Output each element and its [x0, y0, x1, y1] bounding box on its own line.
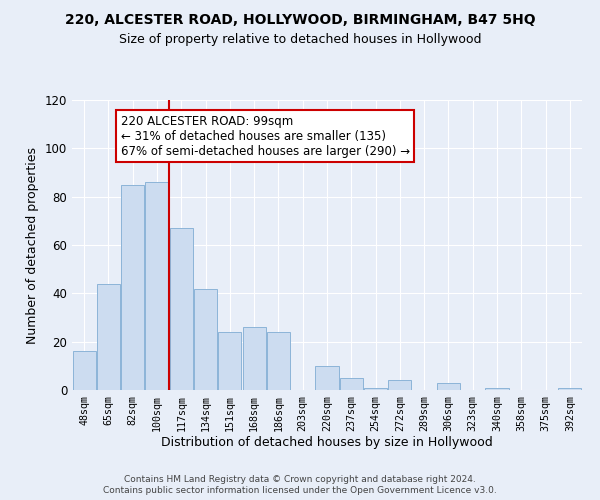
Text: Contains HM Land Registry data © Crown copyright and database right 2024.: Contains HM Land Registry data © Crown c…: [124, 475, 476, 484]
Bar: [170, 228, 193, 390]
Bar: [388, 380, 412, 390]
Bar: [218, 332, 241, 390]
Bar: [485, 388, 509, 390]
Text: 220 ALCESTER ROAD: 99sqm
← 31% of detached houses are smaller (135)
67% of semi-: 220 ALCESTER ROAD: 99sqm ← 31% of detach…: [121, 114, 410, 158]
Text: Size of property relative to detached houses in Hollywood: Size of property relative to detached ho…: [119, 32, 481, 46]
Bar: [559, 388, 581, 390]
Bar: [97, 284, 120, 390]
Bar: [242, 327, 266, 390]
Y-axis label: Number of detached properties: Number of detached properties: [26, 146, 39, 344]
Text: 220, ALCESTER ROAD, HOLLYWOOD, BIRMINGHAM, B47 5HQ: 220, ALCESTER ROAD, HOLLYWOOD, BIRMINGHA…: [65, 12, 535, 26]
Bar: [316, 366, 338, 390]
Bar: [73, 352, 95, 390]
Bar: [121, 184, 144, 390]
X-axis label: Distribution of detached houses by size in Hollywood: Distribution of detached houses by size …: [161, 436, 493, 450]
Bar: [340, 378, 363, 390]
Bar: [364, 388, 387, 390]
Bar: [267, 332, 290, 390]
Bar: [194, 288, 217, 390]
Bar: [437, 383, 460, 390]
Bar: [145, 182, 169, 390]
Text: Contains public sector information licensed under the Open Government Licence v3: Contains public sector information licen…: [103, 486, 497, 495]
